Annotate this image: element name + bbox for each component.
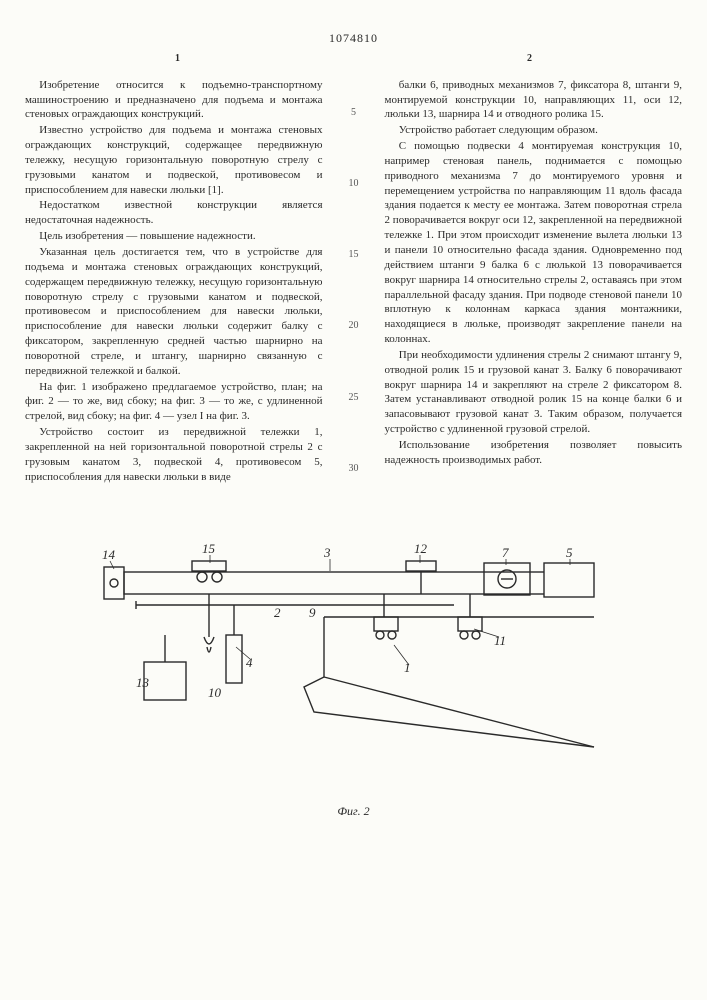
line-marker: 10 bbox=[345, 177, 363, 191]
para: Изобретение относится к подъемно-транспо… bbox=[25, 78, 323, 123]
line-marker: 5 bbox=[345, 106, 363, 120]
line-markers: 5 10 15 20 25 30 bbox=[345, 78, 363, 486]
para: Недостатком известной конструкции являет… bbox=[25, 198, 323, 228]
fig-label-12: 12 bbox=[414, 541, 428, 556]
line-marker: 30 bbox=[345, 462, 363, 476]
para: Устройство работает следующим образом. bbox=[385, 123, 683, 138]
fig-label-2: 2 bbox=[274, 605, 281, 620]
column-left: Изобретение относится к подъемно-транспо… bbox=[25, 78, 323, 486]
fig-label-5: 5 bbox=[566, 545, 573, 560]
fig-label-4: 4 bbox=[246, 655, 253, 670]
para: Цель изобретения — повышение надежности. bbox=[25, 229, 323, 244]
para: Использование изобретения позволяет повы… bbox=[385, 438, 683, 468]
para: балки 6, приводных механизмов 7, фиксато… bbox=[385, 78, 683, 123]
page-numbers: 1 2 bbox=[25, 52, 682, 66]
line-marker: 15 bbox=[345, 248, 363, 262]
fig-label-11: 11 bbox=[494, 633, 506, 648]
para: Устройство состоит из передвижной тележк… bbox=[25, 425, 323, 484]
para: Известно устройство для подъема и монтаж… bbox=[25, 123, 323, 197]
para: С помощью подвески 4 монтируемая констру… bbox=[385, 139, 683, 347]
fig-label-9: 9 bbox=[309, 605, 316, 620]
para: Указанная цель достигается тем, что в ус… bbox=[25, 245, 323, 379]
fig-label-14: 14 bbox=[102, 547, 116, 562]
page-num-right: 2 bbox=[527, 52, 532, 66]
para: На фиг. 1 изображено предлагаемое устрой… bbox=[25, 380, 323, 425]
line-marker: 20 bbox=[345, 319, 363, 333]
para: При необходимости удлинения стрелы 2 сни… bbox=[385, 348, 683, 437]
text-columns: Изобретение относится к подъемно-транспо… bbox=[25, 78, 682, 486]
figure-caption: Фиг. 2 bbox=[25, 803, 682, 819]
column-right: балки 6, приводных механизмов 7, фиксато… bbox=[385, 78, 683, 486]
fig-label-7: 7 bbox=[502, 545, 509, 560]
fig-label-3: 3 bbox=[323, 545, 331, 560]
patent-number: 1074810 bbox=[25, 30, 682, 46]
fig-label-13: 13 bbox=[136, 675, 150, 690]
figure-2: 14 15 3 12 7 5 2 9 13 10 4 1 11 Фиг. 2 bbox=[25, 517, 682, 819]
fig-label-10: 10 bbox=[208, 685, 222, 700]
figure-svg: 14 15 3 12 7 5 2 9 13 10 4 1 11 bbox=[74, 517, 634, 797]
line-marker: 25 bbox=[345, 391, 363, 405]
fig-label-15: 15 bbox=[202, 541, 216, 556]
page-num-left: 1 bbox=[175, 52, 180, 66]
